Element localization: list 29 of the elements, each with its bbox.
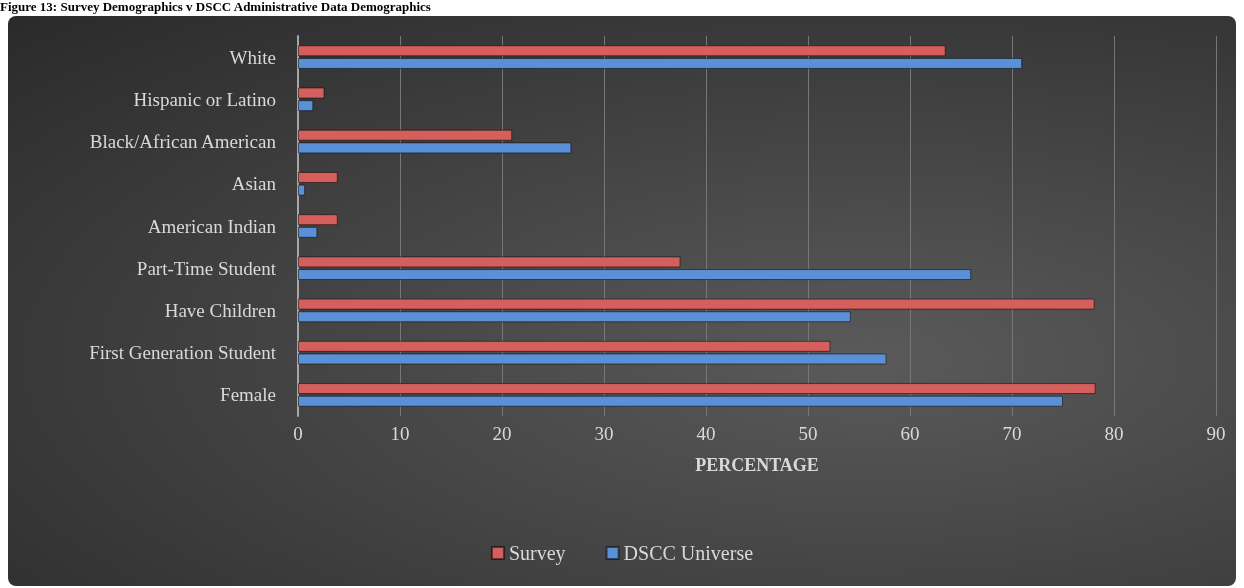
bar	[298, 383, 1096, 395]
bar	[298, 57, 1023, 69]
x-tick-label: 90	[1206, 423, 1226, 444]
y-tick-label: Have Children	[164, 299, 277, 321]
y-tick-label: Female	[220, 384, 276, 406]
legend-label: Survey	[508, 542, 566, 565]
y-tick-label: Hispanic or Latino	[133, 88, 276, 110]
x-axis-title: PERCENTAGE	[695, 455, 819, 475]
y-tick-label: Black/African American	[89, 131, 277, 153]
bar	[298, 395, 1063, 407]
x-tick-label: 80	[1104, 423, 1124, 444]
legend-label: DSCC Universe	[623, 542, 754, 564]
x-tick-label: 50	[798, 423, 818, 444]
bar	[298, 214, 338, 226]
x-tick-label: 0	[293, 423, 303, 444]
x-tick-label: 60	[900, 423, 920, 444]
y-tick-label: American Indian	[147, 215, 277, 237]
x-tick-label: 20	[492, 423, 512, 444]
y-tick-label: White	[229, 46, 276, 68]
bar	[298, 226, 318, 238]
x-tick-label: 10	[390, 423, 410, 444]
x-tick-label: 70	[1002, 423, 1022, 444]
y-tick-label: Part-Time Student	[136, 257, 277, 279]
x-tick-label: 30	[594, 423, 614, 444]
y-tick-label: First Generation Student	[89, 342, 277, 364]
y-tick-label: Asian	[231, 173, 277, 195]
chart-title: Figure 13: Survey Demographics v DSCC Administrative Data Demographics	[0, 0, 431, 16]
x-tick-label: 40	[696, 423, 716, 444]
bar	[298, 45, 946, 57]
